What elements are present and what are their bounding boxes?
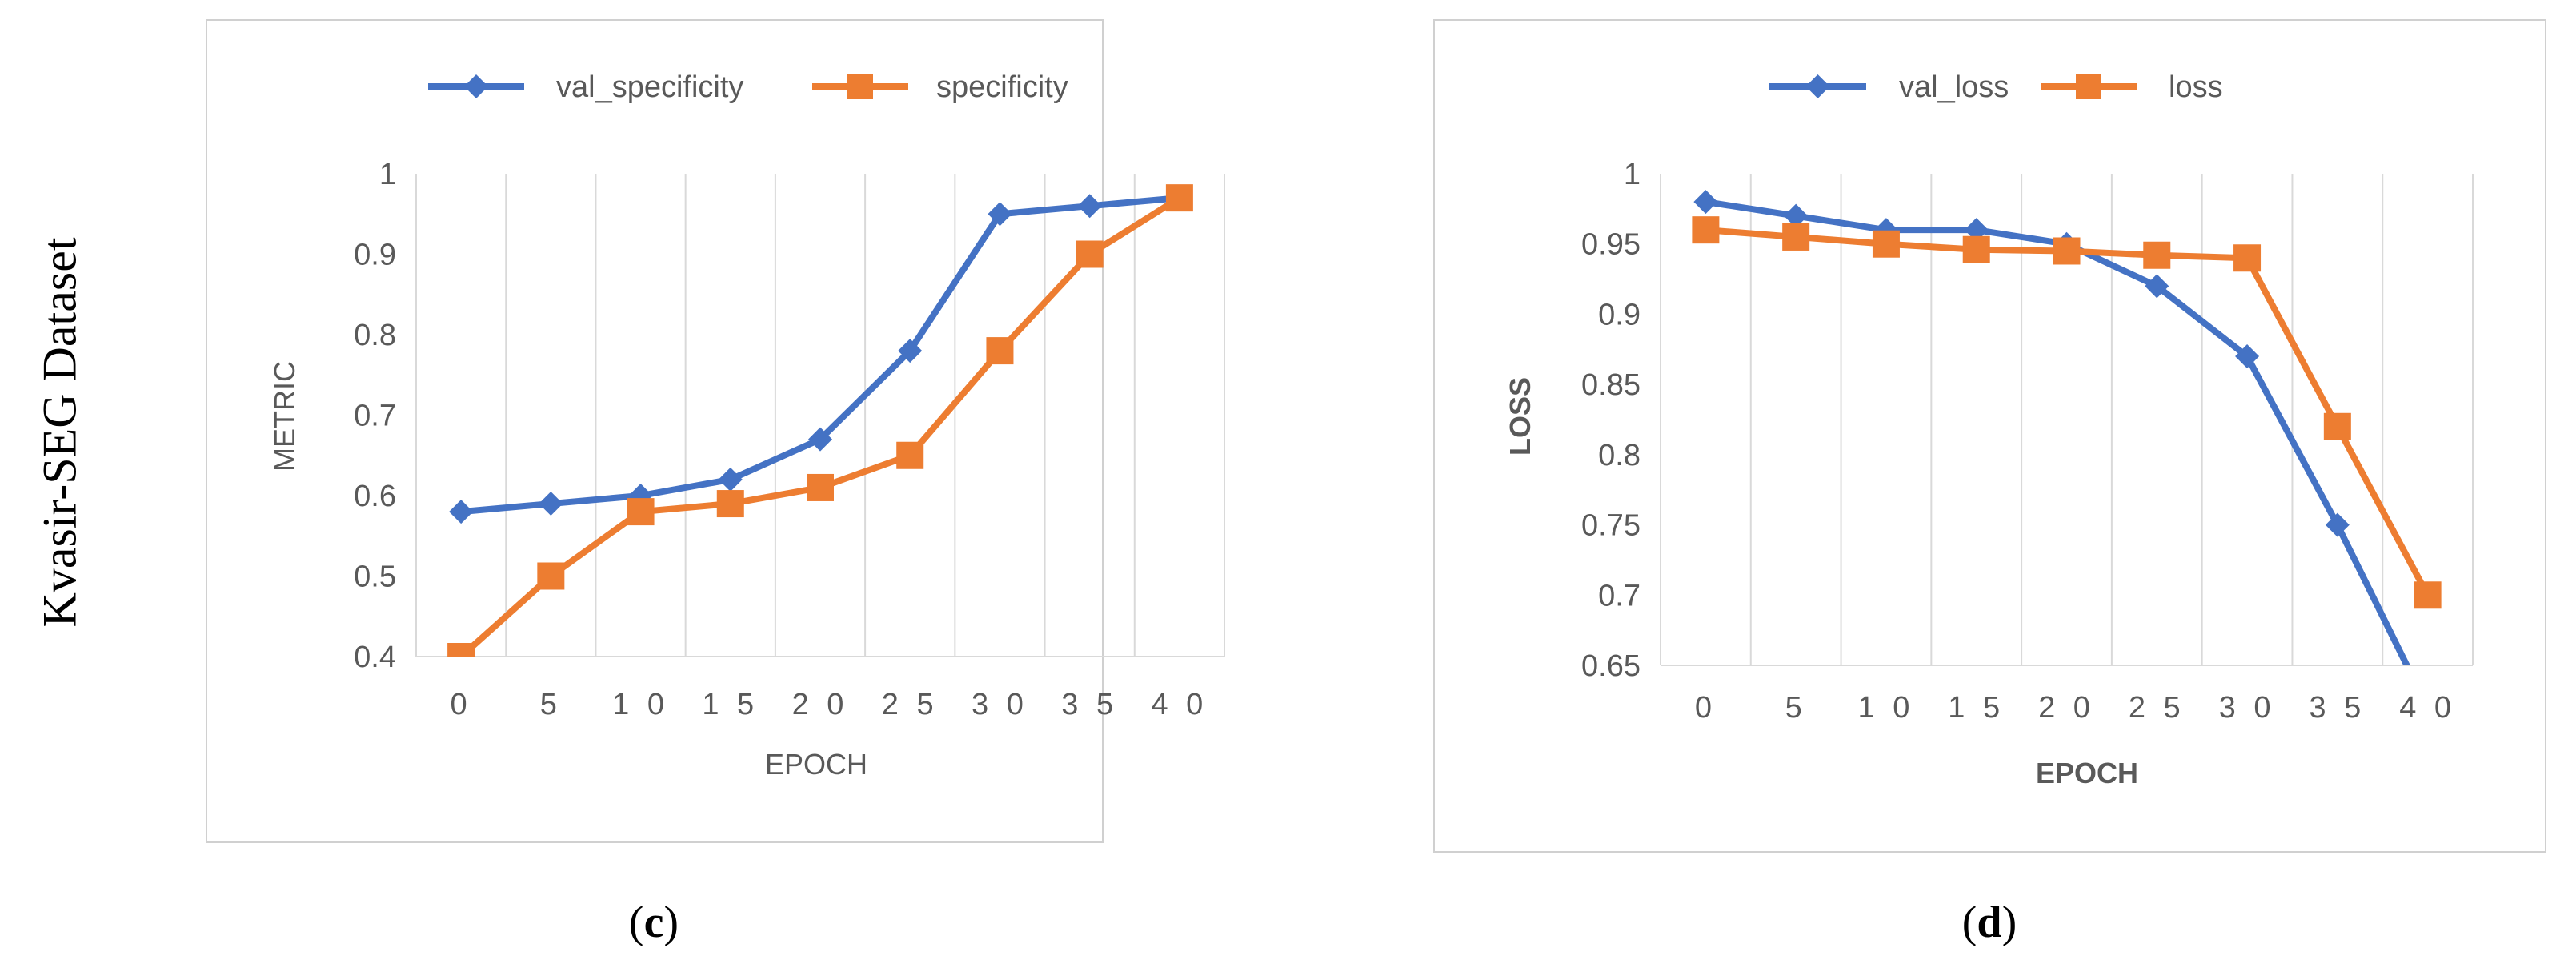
y-tick-label: 0.85 bbox=[1581, 368, 1641, 402]
x-tick-label: 0 bbox=[451, 688, 472, 721]
x-tick-label: 1 5 bbox=[702, 688, 759, 721]
x-tick-label: 0 bbox=[1695, 691, 1717, 725]
y-tick-label: 0.8 bbox=[354, 319, 396, 352]
data-point-val_loss bbox=[1693, 190, 1718, 215]
x-tick-label: 2 5 bbox=[882, 688, 939, 721]
x-tick-label: 1 5 bbox=[1948, 691, 2005, 725]
data-point-specificity bbox=[1076, 240, 1104, 268]
legend-marker-specificity bbox=[847, 74, 873, 99]
x-tick-label: 2 5 bbox=[2129, 691, 2185, 725]
y-axis-title: LOSS bbox=[1504, 377, 1536, 456]
data-point-val_specificity bbox=[898, 339, 923, 363]
data-point-loss bbox=[2143, 241, 2171, 269]
data-point-loss bbox=[2414, 581, 2442, 609]
y-tick-label: 0.5 bbox=[354, 560, 396, 594]
legend-marker-val_loss bbox=[1805, 74, 1830, 98]
x-tick-label: 3 5 bbox=[2309, 691, 2366, 725]
data-point-val_specificity bbox=[808, 427, 832, 452]
data-point-val_loss bbox=[1784, 203, 1809, 228]
data-point-val_loss bbox=[2325, 512, 2350, 537]
legend-label-val_loss: val_loss bbox=[1899, 70, 2009, 104]
y-tick-label: 0.4 bbox=[354, 641, 396, 674]
data-point-val_specificity bbox=[718, 467, 743, 492]
caption-d: (d) bbox=[1962, 898, 2017, 947]
x-tick-label: 3 0 bbox=[2219, 691, 2276, 725]
x-axis-title: EPOCH bbox=[765, 748, 867, 781]
data-point-loss bbox=[1872, 230, 1900, 258]
x-tick-label: 5 bbox=[540, 688, 562, 721]
legend-marker-loss bbox=[2076, 74, 2101, 99]
x-tick-label: 3 5 bbox=[1061, 688, 1118, 721]
y-tick-label: 0.9 bbox=[1598, 298, 1641, 331]
data-point-loss bbox=[2323, 412, 2351, 440]
data-point-specificity bbox=[896, 441, 924, 469]
y-tick-label: 1 bbox=[1624, 158, 1641, 191]
data-point-specificity bbox=[807, 473, 834, 501]
y-tick-label: 0.9 bbox=[354, 239, 396, 272]
x-tick-label: 1 0 bbox=[612, 688, 669, 721]
data-point-val_specificity bbox=[539, 492, 563, 516]
y-tick-label: 1 bbox=[379, 158, 396, 191]
plot-area bbox=[1692, 190, 2442, 665]
legend-marker-val_specificity bbox=[464, 74, 488, 98]
caption-c: (c) bbox=[629, 898, 679, 947]
plot-area bbox=[447, 184, 1193, 657]
data-point-specificity bbox=[716, 490, 744, 518]
x-tick-label: 2 0 bbox=[792, 688, 849, 721]
x-tick-label: 5 bbox=[1785, 691, 1807, 725]
data-point-val_specificity bbox=[988, 202, 1012, 227]
data-point-val_specificity bbox=[449, 500, 474, 524]
data-point-specificity bbox=[537, 562, 565, 590]
y-tick-label: 0.8 bbox=[1598, 439, 1641, 472]
data-point-loss bbox=[2233, 244, 2262, 272]
data-point-loss bbox=[1692, 216, 1720, 244]
data-point-loss bbox=[1962, 235, 1990, 263]
y-tick-label: 0.7 bbox=[354, 400, 396, 433]
data-point-specificity bbox=[627, 498, 655, 526]
x-tick-label: 4 0 bbox=[2399, 691, 2456, 725]
y-tick-label: 0.75 bbox=[1581, 509, 1641, 543]
x-tick-label: 2 0 bbox=[2038, 691, 2095, 725]
x-tick-label: 1 0 bbox=[1858, 691, 1915, 725]
chart-frame bbox=[206, 19, 1104, 843]
legend-label-loss: loss bbox=[2169, 70, 2223, 104]
legend-label-val_specificity: val_specificity bbox=[556, 70, 743, 104]
data-point-specificity bbox=[986, 337, 1014, 365]
legend-label-specificity: specificity bbox=[936, 70, 1068, 104]
data-point-val_loss bbox=[2145, 274, 2169, 299]
chart-frame bbox=[1433, 19, 2546, 853]
x-tick-label: 4 0 bbox=[1151, 688, 1208, 721]
data-point-loss bbox=[1782, 223, 1810, 251]
data-point-val_loss bbox=[2235, 344, 2260, 369]
y-tick-label: 0.95 bbox=[1581, 228, 1641, 262]
y-tick-label: 0.6 bbox=[354, 480, 396, 513]
data-point-loss bbox=[2053, 237, 2081, 265]
y-tick-label: 0.65 bbox=[1581, 649, 1641, 683]
data-point-specificity bbox=[447, 643, 475, 657]
y-tick-label: 0.7 bbox=[1598, 579, 1641, 613]
data-point-specificity bbox=[1165, 184, 1193, 212]
x-tick-label: 3 0 bbox=[972, 688, 1028, 721]
x-axis-title: EPOCH bbox=[2036, 757, 2138, 789]
y-axis-title: METRIC bbox=[268, 361, 301, 472]
data-point-val_loss bbox=[1964, 218, 1989, 243]
data-point-val_specificity bbox=[1077, 194, 1102, 219]
